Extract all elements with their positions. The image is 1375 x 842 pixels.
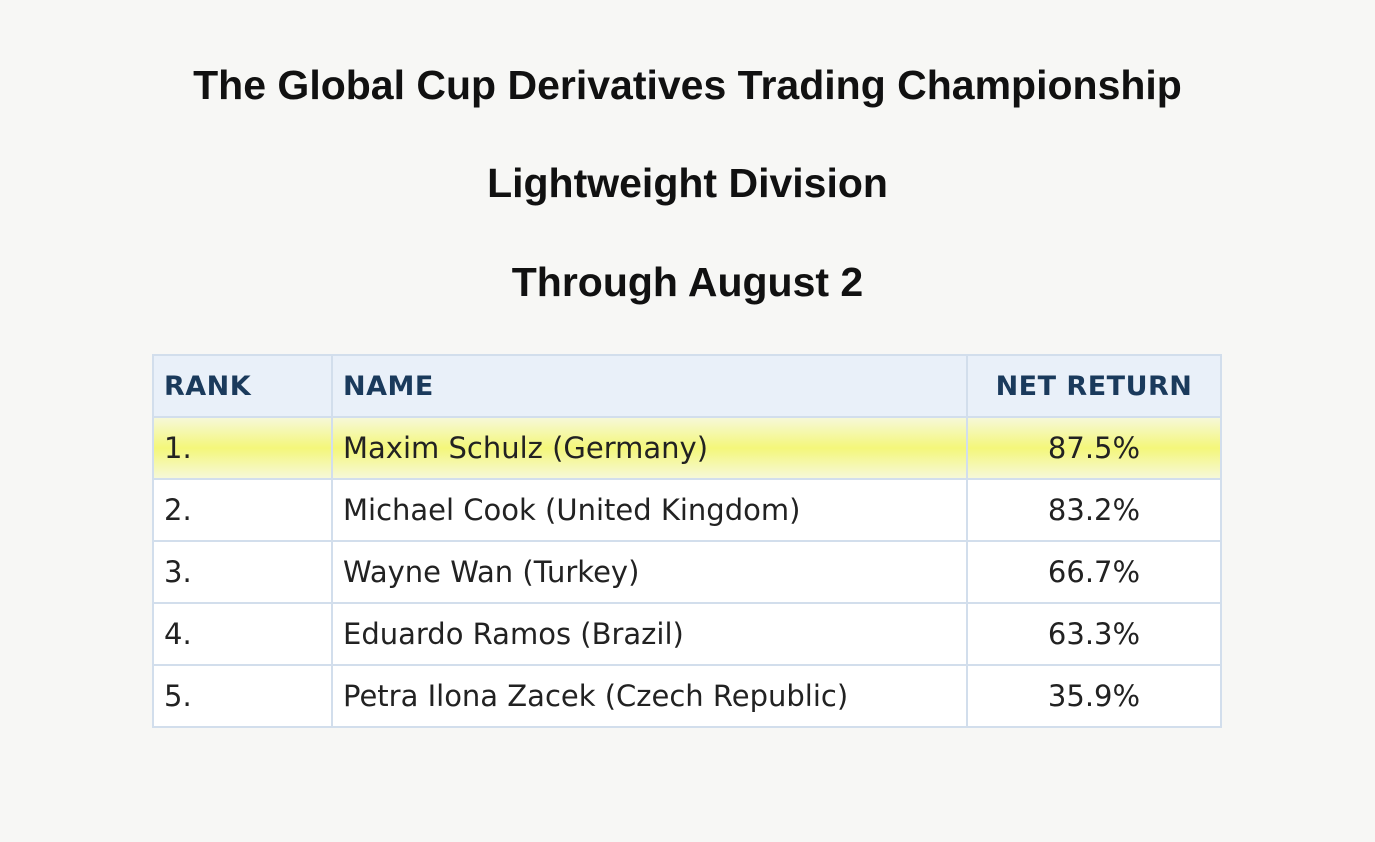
division-subtitle: Lightweight Division <box>487 160 888 206</box>
name-cell: Michael Cook (United Kingdom) <box>331 478 968 542</box>
rank-cell: 1. <box>152 416 333 480</box>
table-row: 2. Michael Cook (United Kingdom) 83.2% <box>152 478 1222 542</box>
column-header-name: NAME <box>331 354 968 418</box>
net-return-cell: 35.9% <box>966 664 1222 728</box>
name-cell: Maxim Schulz (Germany) <box>331 416 968 480</box>
table-row: 4. Eduardo Ramos (Brazil) 63.3% <box>152 602 1222 666</box>
table-header-row: RANK NAME NET RETURN <box>152 354 1222 418</box>
as-of-date: Through August 2 <box>511 259 864 305</box>
table-row: 1. Maxim Schulz (Germany) 87.5% <box>152 416 1222 480</box>
rank-cell: 2. <box>152 478 333 542</box>
column-header-net-return: NET RETURN <box>966 354 1222 418</box>
standings-table: RANK NAME NET RETURN 1. Maxim Schulz (Ge… <box>152 354 1222 728</box>
table-row: 3. Wayne Wan (Turkey) 66.7% <box>152 540 1222 604</box>
name-cell: Eduardo Ramos (Brazil) <box>331 602 968 666</box>
rank-cell: 4. <box>152 602 333 666</box>
rank-cell: 3. <box>152 540 333 604</box>
rank-cell: 5. <box>152 664 333 728</box>
net-return-cell: 66.7% <box>966 540 1222 604</box>
column-header-rank: RANK <box>152 354 333 418</box>
net-return-cell: 63.3% <box>966 602 1222 666</box>
net-return-cell: 87.5% <box>966 416 1222 480</box>
net-return-cell: 83.2% <box>966 478 1222 542</box>
page-title: The Global Cup Derivatives Trading Champ… <box>193 62 1182 108</box>
name-cell: Petra Ilona Zacek (Czech Republic) <box>331 664 968 728</box>
name-cell: Wayne Wan (Turkey) <box>331 540 968 604</box>
table-row: 5. Petra Ilona Zacek (Czech Republic) 35… <box>152 664 1222 728</box>
